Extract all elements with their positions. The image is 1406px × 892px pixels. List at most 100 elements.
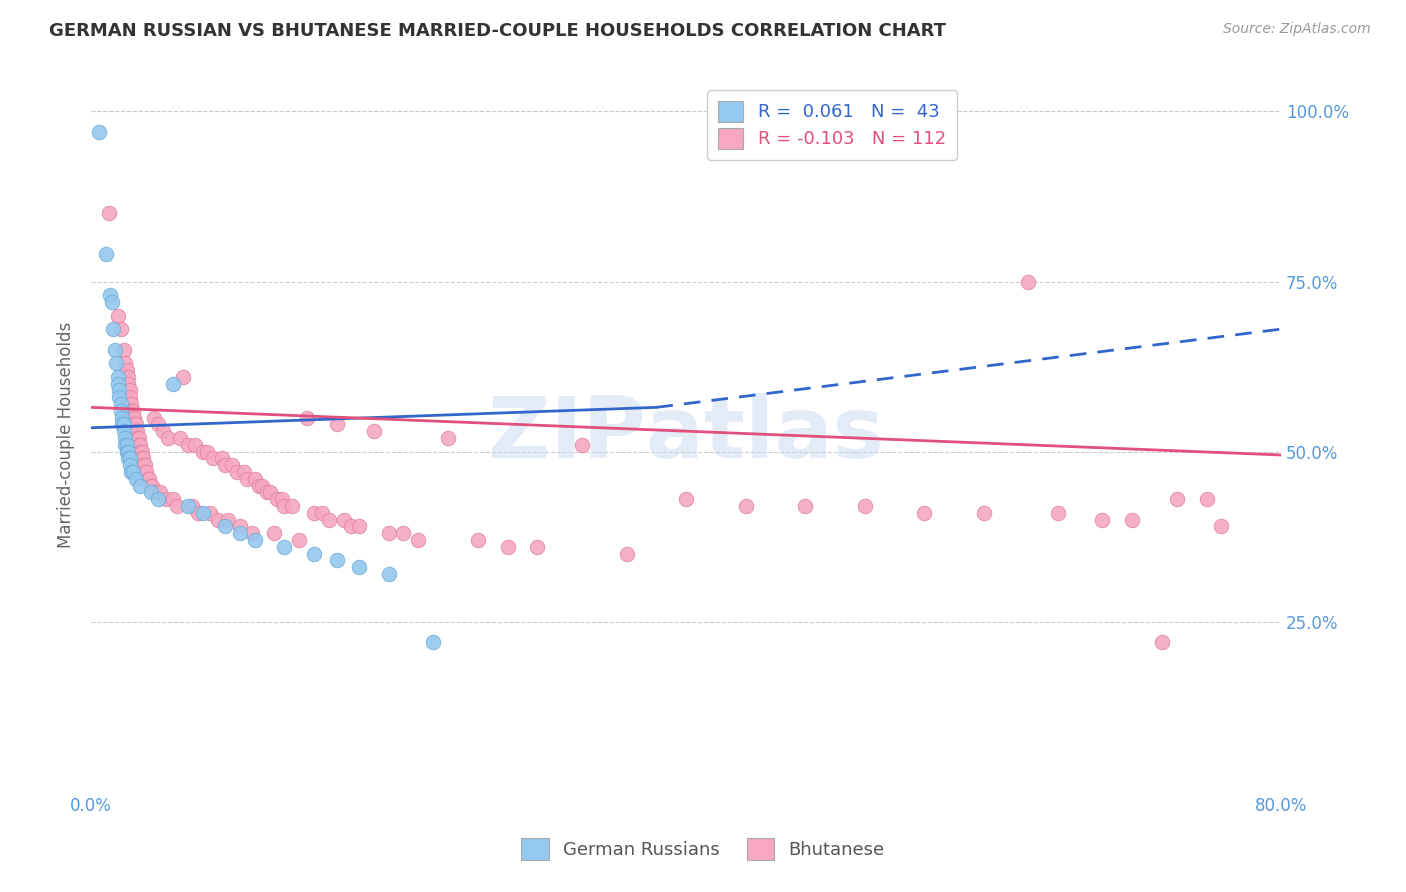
Point xyxy=(236,472,259,486)
Point xyxy=(1121,513,1143,527)
Point xyxy=(187,506,209,520)
Point xyxy=(139,478,162,492)
Point xyxy=(105,356,128,370)
Point xyxy=(146,492,169,507)
Point xyxy=(1046,506,1069,520)
Point xyxy=(281,499,304,513)
Point xyxy=(191,506,214,520)
Point xyxy=(146,417,169,432)
Point xyxy=(128,431,150,445)
Point xyxy=(125,472,148,486)
Point xyxy=(125,417,148,432)
Point xyxy=(496,540,519,554)
Point xyxy=(127,424,149,438)
Point xyxy=(134,458,156,473)
Point xyxy=(526,540,548,554)
Point xyxy=(104,343,127,357)
Point xyxy=(118,390,141,404)
Point xyxy=(162,492,184,507)
Point xyxy=(853,499,876,513)
Point xyxy=(131,451,153,466)
Point xyxy=(392,526,415,541)
Point xyxy=(295,410,318,425)
Point xyxy=(114,356,136,370)
Point xyxy=(120,397,142,411)
Point xyxy=(1195,492,1218,507)
Point xyxy=(302,547,325,561)
Point xyxy=(110,397,132,411)
Point xyxy=(121,403,143,417)
Point xyxy=(211,451,233,466)
Point xyxy=(1166,492,1188,507)
Point xyxy=(114,438,136,452)
Point xyxy=(157,431,180,445)
Point xyxy=(273,540,295,554)
Point xyxy=(136,472,159,486)
Point xyxy=(325,417,347,432)
Point xyxy=(135,465,157,479)
Point xyxy=(118,458,141,473)
Point xyxy=(129,478,152,492)
Point xyxy=(240,526,263,541)
Point xyxy=(259,485,281,500)
Legend: German Russians, Bhutanese: German Russians, Bhutanese xyxy=(515,830,891,867)
Point xyxy=(129,444,152,458)
Point xyxy=(229,526,252,541)
Point xyxy=(87,125,110,139)
Point xyxy=(243,472,266,486)
Point xyxy=(127,431,149,445)
Point xyxy=(217,513,239,527)
Point xyxy=(302,506,325,520)
Point xyxy=(143,485,166,500)
Point xyxy=(198,506,221,520)
Point xyxy=(107,309,129,323)
Point xyxy=(363,424,385,438)
Point xyxy=(229,519,252,533)
Point xyxy=(270,492,292,507)
Point xyxy=(121,410,143,425)
Point xyxy=(101,294,124,309)
Point xyxy=(117,444,139,458)
Point xyxy=(103,322,125,336)
Point xyxy=(571,438,593,452)
Point xyxy=(243,533,266,547)
Point xyxy=(108,390,131,404)
Point xyxy=(117,369,139,384)
Point xyxy=(132,451,155,466)
Point xyxy=(117,376,139,391)
Point xyxy=(288,533,311,547)
Point xyxy=(124,417,146,432)
Point xyxy=(111,410,134,425)
Point xyxy=(422,635,444,649)
Point xyxy=(155,492,177,507)
Point xyxy=(177,438,200,452)
Point xyxy=(266,492,288,507)
Point xyxy=(94,247,117,261)
Point xyxy=(973,506,995,520)
Point xyxy=(120,465,142,479)
Point xyxy=(1150,635,1173,649)
Point xyxy=(100,288,122,302)
Point xyxy=(152,424,174,438)
Point xyxy=(1017,275,1039,289)
Point xyxy=(225,465,247,479)
Point xyxy=(98,206,121,220)
Point xyxy=(131,444,153,458)
Point xyxy=(112,424,135,438)
Point xyxy=(794,499,817,513)
Point xyxy=(184,438,207,452)
Point xyxy=(129,438,152,452)
Point xyxy=(912,506,935,520)
Point xyxy=(333,513,356,527)
Point xyxy=(181,499,204,513)
Point xyxy=(115,438,138,452)
Point xyxy=(141,478,163,492)
Text: Source: ZipAtlas.com: Source: ZipAtlas.com xyxy=(1223,22,1371,37)
Point xyxy=(107,369,129,384)
Legend: R =  0.061   N =  43, R = -0.103   N = 112: R = 0.061 N = 43, R = -0.103 N = 112 xyxy=(707,90,956,160)
Point xyxy=(120,403,142,417)
Point xyxy=(118,451,141,466)
Point xyxy=(191,444,214,458)
Point xyxy=(467,533,489,547)
Text: GERMAN RUSSIAN VS BHUTANESE MARRIED-COUPLE HOUSEHOLDS CORRELATION CHART: GERMAN RUSSIAN VS BHUTANESE MARRIED-COUP… xyxy=(49,22,946,40)
